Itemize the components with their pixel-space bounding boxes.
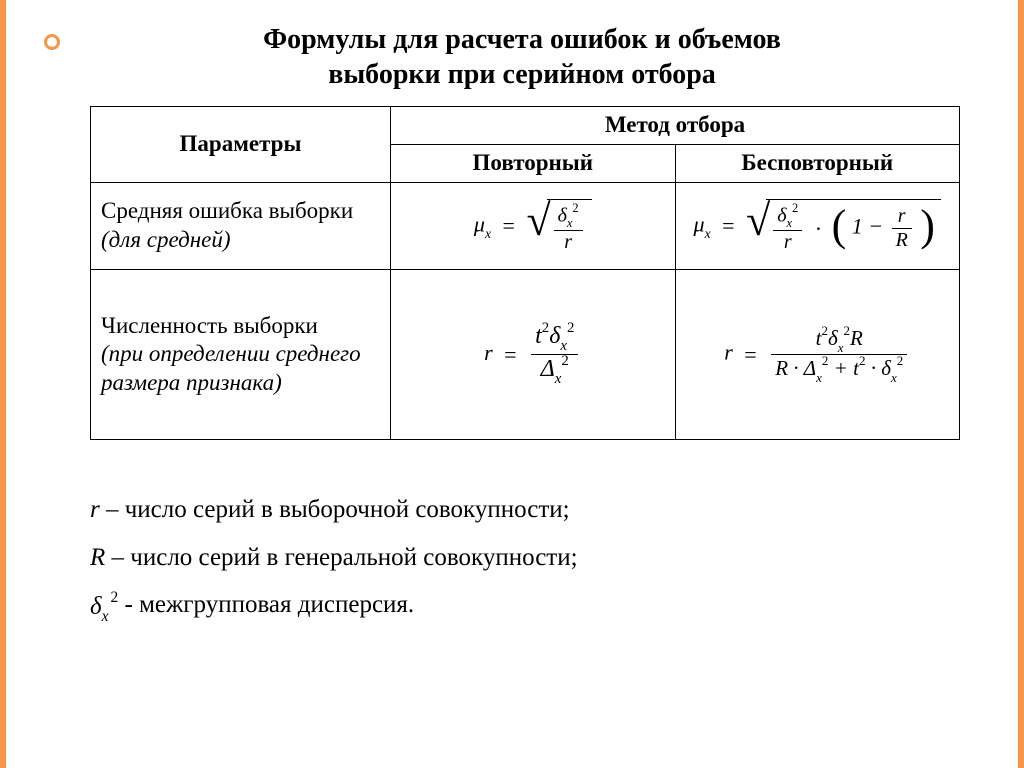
row2-formula-repeat: r = t2δx2 Δx2 xyxy=(391,270,676,440)
legend-line-1: r – число серий в выборочной совокупност… xyxy=(90,486,964,534)
row2-formula-norepeat: r = t2δx2R R · Δx2 + t2 · δx2 xyxy=(675,270,960,440)
slide-content: Формулы для расчета ошибок и объемов выб… xyxy=(0,0,1024,630)
row1-formula-repeat: μx = √ δx2 r xyxy=(391,182,676,270)
accent-bar-left xyxy=(0,0,6,768)
th-repeat: Повторный xyxy=(391,144,676,182)
table-row: Численность выборки (при определении сре… xyxy=(91,270,960,440)
table-row: Средняя ошибка выборки (для средней) μx … xyxy=(91,182,960,270)
legend: r – число серий в выборочной совокупност… xyxy=(90,486,964,630)
row1-label: Средняя ошибка выборки (для средней) xyxy=(91,182,391,270)
title-line-2: выборки при серийном отбора xyxy=(328,59,716,90)
legend-line-3: δx2 - межгрупповая дисперсия. xyxy=(90,581,964,630)
bullet-icon xyxy=(44,34,60,50)
th-method: Метод отбора xyxy=(391,107,960,145)
th-params: Параметры xyxy=(91,107,391,183)
slide-title: Формулы для расчета ошибок и объемов выб… xyxy=(80,22,964,92)
title-line-1: Формулы для расчета ошибок и объемов xyxy=(263,24,781,55)
legend-line-2: R – число серий в генеральной совокупнос… xyxy=(90,534,964,582)
th-norepeat: Бесповторный xyxy=(675,144,960,182)
formula-table: Параметры Метод отбора Повторный Бесповт… xyxy=(90,106,960,440)
accent-bar-right xyxy=(1018,0,1024,768)
row1-formula-norepeat: μx = √ δx2 r · ( 1 − r R ) xyxy=(675,182,960,270)
row2-label: Численность выборки (при определении сре… xyxy=(91,270,391,440)
